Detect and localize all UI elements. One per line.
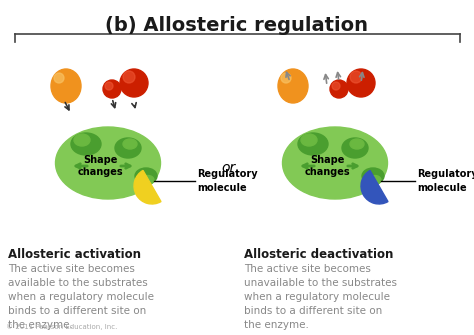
Circle shape — [330, 80, 348, 98]
Circle shape — [347, 69, 375, 97]
Ellipse shape — [283, 127, 388, 199]
Circle shape — [332, 82, 340, 90]
Text: Regulatory
molecule: Regulatory molecule — [417, 170, 474, 193]
Text: Shape
changes: Shape changes — [77, 155, 123, 177]
Ellipse shape — [135, 168, 157, 184]
Ellipse shape — [342, 138, 368, 158]
Ellipse shape — [74, 134, 90, 146]
Text: The active site becomes
unavailable to the substrates
when a regulatory molecule: The active site becomes unavailable to t… — [244, 264, 397, 330]
Ellipse shape — [301, 134, 317, 146]
Circle shape — [103, 80, 121, 98]
Circle shape — [105, 82, 113, 90]
Ellipse shape — [362, 168, 384, 184]
Text: © 2011 Pearson Education, Inc.: © 2011 Pearson Education, Inc. — [6, 323, 118, 330]
Text: Allosteric activation: Allosteric activation — [8, 248, 141, 261]
Text: (b) Allosteric regulation: (b) Allosteric regulation — [106, 16, 368, 35]
Ellipse shape — [298, 133, 328, 155]
Text: Allosteric deactivation: Allosteric deactivation — [244, 248, 393, 261]
Ellipse shape — [71, 133, 101, 155]
Ellipse shape — [51, 69, 81, 103]
Wedge shape — [361, 171, 388, 204]
Circle shape — [123, 71, 135, 83]
Ellipse shape — [369, 176, 381, 185]
Wedge shape — [134, 171, 161, 204]
Ellipse shape — [55, 127, 161, 199]
Circle shape — [350, 71, 362, 83]
Ellipse shape — [54, 73, 64, 83]
Ellipse shape — [123, 139, 137, 149]
Ellipse shape — [115, 138, 141, 158]
Circle shape — [120, 69, 148, 97]
Ellipse shape — [142, 176, 154, 185]
Ellipse shape — [350, 139, 364, 149]
Ellipse shape — [278, 69, 308, 103]
Text: or: or — [221, 161, 235, 175]
Ellipse shape — [281, 73, 291, 83]
Text: The active site becomes
available to the substrates
when a regulatory molecule
b: The active site becomes available to the… — [8, 264, 154, 330]
Text: Regulatory
molecule: Regulatory molecule — [197, 170, 258, 193]
Text: Shape
changes: Shape changes — [304, 155, 350, 177]
